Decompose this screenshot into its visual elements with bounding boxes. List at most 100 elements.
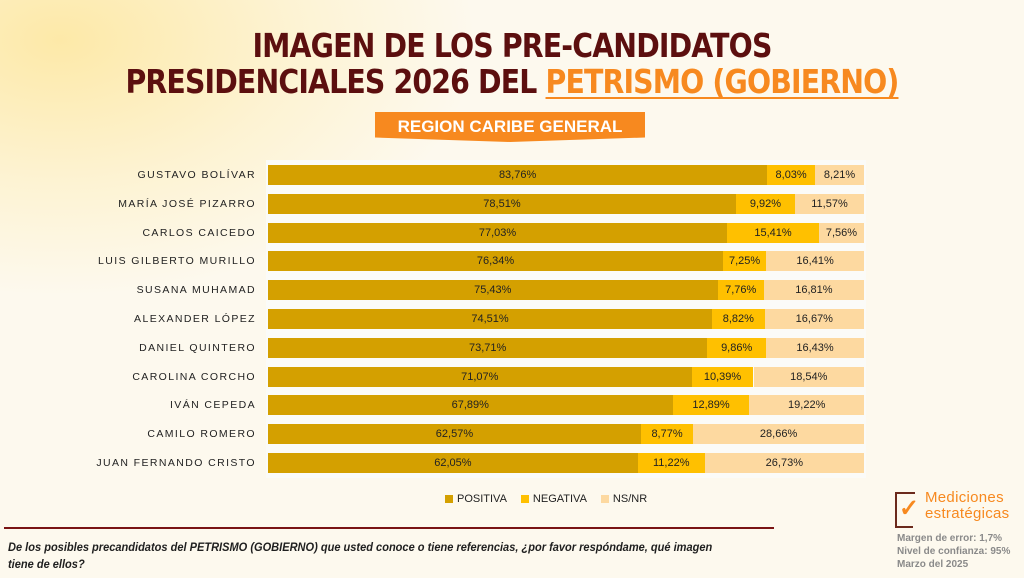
- data-label: 16,41%: [796, 255, 834, 268]
- bar-segment-positiva: 62,05%: [268, 453, 638, 473]
- bar-segment-positiva: 77,03%: [268, 222, 728, 243]
- logo: ✓ Mediciones estratégicas: [893, 490, 1023, 530]
- bar-segment-positiva: 76,34%: [268, 251, 723, 272]
- data-label: 8,82%: [722, 313, 754, 325]
- data-label: 7,25%: [728, 255, 761, 268]
- bar-segment-nsnr: 16,67%: [764, 309, 864, 329]
- data-label: 26,73%: [765, 457, 803, 469]
- data-label: 16,43%: [796, 341, 834, 354]
- data-label: 74,51%: [471, 313, 509, 325]
- category-label: SUSANA MUHAMAD: [136, 284, 256, 297]
- bar-segment-negativa: 7,76%: [717, 280, 764, 301]
- data-label: 62,05%: [434, 457, 472, 469]
- bar-segment-nsnr: 8,21%: [815, 165, 864, 185]
- title-line-2: PRESIDENCIALES 2026 DEL PETRISMO (GOBIER…: [72, 64, 953, 100]
- bar-segment-negativa: 11,22%: [637, 453, 705, 473]
- bar-segment-nsnr: 19,22%: [749, 395, 864, 416]
- category-label: CARLOS CAICEDO: [142, 226, 256, 239]
- legend-swatch-nsnr: [600, 495, 609, 503]
- bar-segment-nsnr: 16,43%: [766, 337, 864, 358]
- legend: POSITIVA NEGATIVA NS/NR: [445, 493, 647, 505]
- data-label: 67,89%: [451, 399, 489, 412]
- data-label: 77,03%: [478, 226, 517, 239]
- data-label: 9,92%: [749, 197, 782, 210]
- bar-segment-nsnr: 16,81%: [763, 280, 864, 301]
- data-label: 75,43%: [474, 284, 512, 297]
- data-label: 12,89%: [692, 399, 730, 412]
- data-label: 10,39%: [703, 370, 742, 383]
- data-label: 16,67%: [795, 313, 833, 325]
- bar-segment-positiva: 71,07%: [268, 366, 692, 387]
- data-label: 11,57%: [811, 197, 848, 210]
- data-label: 78,51%: [483, 197, 521, 210]
- bar-segment-negativa: 9,92%: [735, 193, 796, 214]
- checkmark-icon: ✓: [899, 495, 920, 522]
- bar-segment-positiva: 78,51%: [268, 193, 736, 214]
- bar-segment-negativa: 8,77%: [640, 424, 694, 445]
- confidence-level: Nivel de confianza: 95%: [897, 546, 1011, 557]
- region-badge: REGION CARIBE GENERAL: [375, 112, 645, 142]
- survey-question: De los posibles precandidatos del PETRIS…: [8, 540, 713, 571]
- stacked-bar-chart: GUSTAVO BOLÍVAR 83,76% 8,03% 8,21% MARÍA JOS…: [96, 165, 864, 473]
- category-label: JUAN FERNANDO CRISTO: [96, 457, 256, 469]
- data-label: 11,22%: [652, 457, 690, 469]
- bar-segment-negativa: 10,39%: [691, 366, 754, 387]
- category-label: DANIEL QUINTERO: [139, 341, 256, 354]
- title-prefix: PRESIDENCIALES 2026 DEL: [125, 62, 546, 101]
- category-label: GUSTAVO BOLÍVAR: [137, 169, 256, 181]
- data-label: 28,66%: [759, 428, 798, 441]
- title-accent: PETRISMO (GOBIERNO): [545, 62, 900, 101]
- title-line-1: IMAGEN DE LOS PRE-CANDIDATOS: [252, 26, 772, 65]
- logo-line-1: Mediciones: [925, 489, 1004, 506]
- logo-box-icon: [895, 492, 915, 528]
- legend-swatch-negativa: [520, 495, 529, 503]
- divider: [4, 527, 774, 529]
- data-label: 83,76%: [498, 169, 537, 181]
- logo-text: Mediciones estratégicas: [925, 490, 1009, 522]
- bar-segment-negativa: 12,89%: [672, 395, 750, 416]
- data-label: 8,03%: [775, 169, 807, 181]
- bar-segment-nsnr: 26,73%: [704, 453, 864, 473]
- bar-segment-nsnr: 11,57%: [795, 193, 864, 214]
- category-label: CAROLINA CORCHO: [132, 370, 256, 383]
- data-label: 76,34%: [476, 255, 515, 268]
- legend-item-nsnr: NS/NR: [600, 493, 647, 505]
- category-label: LUIS GILBERTO MURILLO: [98, 255, 256, 268]
- bar-segment-nsnr: 18,54%: [753, 366, 864, 387]
- survey-meta: Margen de error: 1,7% Nivel de confianza…: [897, 532, 1010, 571]
- category-label: CAMILO ROMERO: [147, 428, 256, 441]
- legend-label: POSITIVA: [457, 493, 507, 505]
- bar-segment-positiva: 67,89%: [268, 395, 673, 416]
- data-label: 19,22%: [788, 399, 826, 412]
- data-label: 71,07%: [461, 370, 499, 383]
- legend-swatch-positiva: [445, 495, 453, 503]
- logo-line-2: estratégicas: [925, 505, 1010, 522]
- data-label: 62,57%: [435, 428, 474, 441]
- bar-segment-negativa: 9,86%: [707, 337, 767, 358]
- data-label: 73,71%: [468, 341, 507, 354]
- legend-item-negativa: NEGATIVA: [520, 493, 587, 505]
- category-label: IVÁN CEPEDA: [169, 399, 256, 412]
- data-label: 7,56%: [825, 226, 858, 239]
- bar-segment-negativa: 8,03%: [767, 165, 816, 185]
- bar-segment-nsnr: 28,66%: [693, 424, 864, 445]
- data-label: 16,81%: [795, 284, 833, 297]
- bar-segment-positiva: 73,71%: [268, 337, 708, 358]
- data-label: 7,76%: [725, 284, 757, 297]
- bar-segment-negativa: 7,25%: [722, 251, 767, 272]
- bar-segment-positiva: 62,57%: [268, 424, 641, 445]
- bar-segment-nsnr: 7,56%: [818, 222, 864, 243]
- bar-segment-nsnr: 16,41%: [766, 251, 864, 272]
- legend-item-positiva: POSITIVA: [445, 493, 507, 505]
- data-label: 15,41%: [754, 226, 792, 239]
- data-label: 9,86%: [721, 341, 753, 354]
- data-label: 8,21%: [823, 169, 856, 181]
- bar-segment-positiva: 75,43%: [268, 280, 718, 301]
- bar-segment-positiva: 74,51%: [268, 309, 713, 329]
- legend-label: NEGATIVA: [532, 493, 587, 505]
- bar-segment-positiva: 83,76%: [268, 165, 768, 185]
- margin-of-error: Margen de error: 1,7%: [897, 533, 1003, 544]
- category-label: MARÍA JOSÉ PIZARRO: [118, 197, 256, 210]
- category-label: ALEXANDER LÓPEZ: [134, 313, 256, 325]
- data-label: 8,77%: [651, 428, 683, 441]
